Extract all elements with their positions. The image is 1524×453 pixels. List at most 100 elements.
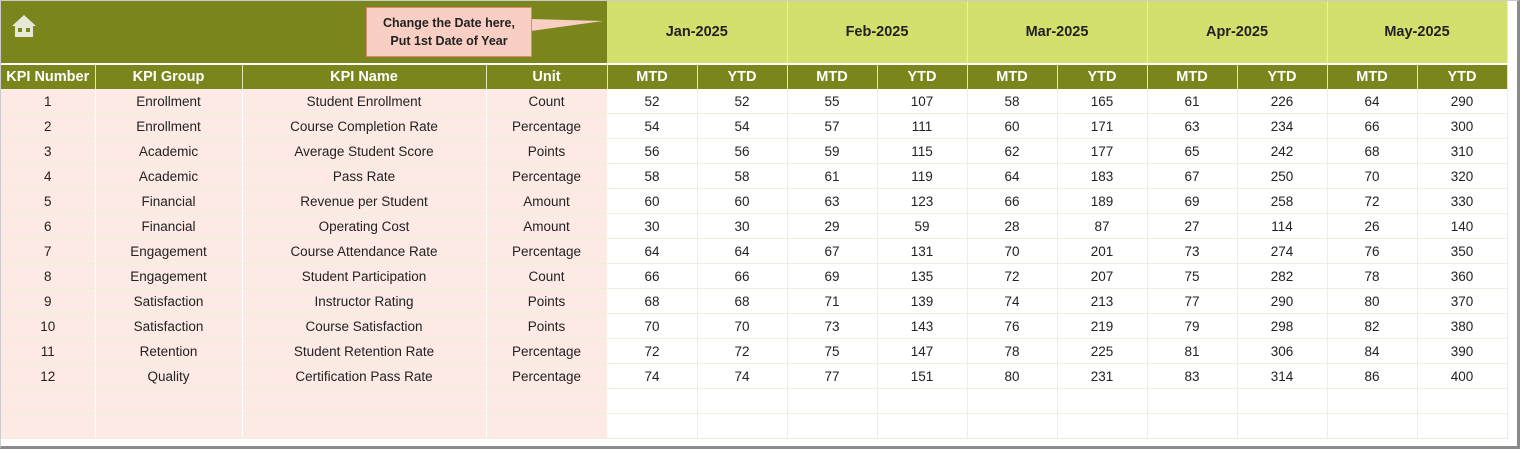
cell-value[interactable]: 370	[1417, 288, 1508, 314]
cell-value[interactable]: 65	[1147, 138, 1238, 164]
cell-value[interactable]: 54	[607, 113, 698, 139]
cell-value[interactable]: 81	[1147, 338, 1238, 364]
cell-value[interactable]: 314	[1237, 363, 1328, 389]
cell-value[interactable]: 63	[1147, 113, 1238, 139]
cell-value[interactable]: 60	[967, 113, 1058, 139]
cell-unit[interactable]: Count	[486, 263, 608, 289]
cell-value[interactable]: 28	[967, 213, 1058, 239]
cell-value[interactable]: 61	[787, 163, 878, 189]
cell-value[interactable]: 58	[607, 163, 698, 189]
cell-group[interactable]: Academic	[95, 138, 243, 164]
empty-cell[interactable]	[1, 388, 96, 414]
cell-value[interactable]: 131	[877, 238, 968, 264]
cell-value[interactable]: 86	[1327, 363, 1418, 389]
cell-value[interactable]: 60	[697, 188, 788, 214]
cell-group[interactable]: Satisfaction	[95, 288, 243, 314]
month-jan[interactable]: Jan-2025	[607, 1, 788, 64]
cell-num[interactable]: 1	[1, 89, 96, 114]
cell-value[interactable]: 310	[1417, 138, 1508, 164]
cell-value[interactable]: 380	[1417, 313, 1508, 339]
cell-value[interactable]: 115	[877, 138, 968, 164]
cell-value[interactable]: 258	[1237, 188, 1328, 214]
empty-cell[interactable]	[967, 413, 1058, 439]
cell-value[interactable]: 76	[967, 313, 1058, 339]
cell-value[interactable]: 60	[607, 188, 698, 214]
cell-num[interactable]: 6	[1, 213, 96, 239]
cell-group[interactable]: Enrollment	[95, 113, 243, 139]
cell-value[interactable]: 72	[967, 263, 1058, 289]
cell-value[interactable]: 74	[607, 363, 698, 389]
cell-value[interactable]: 75	[1147, 263, 1238, 289]
cell-num[interactable]: 11	[1, 338, 96, 364]
cell-value[interactable]: 111	[877, 113, 968, 139]
cell-value[interactable]: 360	[1417, 263, 1508, 289]
cell-value[interactable]: 67	[1147, 163, 1238, 189]
cell-value[interactable]: 66	[697, 263, 788, 289]
cell-value[interactable]: 83	[1147, 363, 1238, 389]
cell-value[interactable]: 400	[1417, 363, 1508, 389]
empty-cell[interactable]	[95, 413, 243, 439]
cell-unit[interactable]: Percentage	[486, 363, 608, 389]
cell-value[interactable]: 69	[787, 263, 878, 289]
cell-group[interactable]: Engagement	[95, 238, 243, 264]
cell-value[interactable]: 61	[1147, 89, 1238, 114]
cell-num[interactable]: 8	[1, 263, 96, 289]
cell-value[interactable]: 54	[697, 113, 788, 139]
cell-value[interactable]: 64	[1327, 89, 1418, 114]
cell-name[interactable]: Certification Pass Rate	[242, 363, 487, 389]
cell-value[interactable]: 30	[697, 213, 788, 239]
cell-num[interactable]: 10	[1, 313, 96, 339]
empty-cell[interactable]	[877, 388, 968, 414]
empty-cell[interactable]	[1237, 388, 1328, 414]
cell-value[interactable]: 274	[1237, 238, 1328, 264]
cell-value[interactable]: 67	[787, 238, 878, 264]
cell-num[interactable]: 3	[1, 138, 96, 164]
cell-value[interactable]: 226	[1237, 89, 1328, 114]
cell-num[interactable]: 4	[1, 163, 96, 189]
empty-cell[interactable]	[1237, 413, 1328, 439]
cell-value[interactable]: 71	[787, 288, 878, 314]
empty-cell[interactable]	[242, 413, 487, 439]
cell-num[interactable]: 12	[1, 363, 96, 389]
cell-value[interactable]: 75	[787, 338, 878, 364]
cell-num[interactable]: 7	[1, 238, 96, 264]
empty-cell[interactable]	[607, 388, 698, 414]
cell-value[interactable]: 70	[607, 313, 698, 339]
cell-value[interactable]: 56	[607, 138, 698, 164]
cell-value[interactable]: 73	[787, 313, 878, 339]
cell-value[interactable]: 139	[877, 288, 968, 314]
cell-value[interactable]: 76	[1327, 238, 1418, 264]
cell-value[interactable]: 82	[1327, 313, 1418, 339]
cell-group[interactable]: Satisfaction	[95, 313, 243, 339]
cell-unit[interactable]: Points	[486, 288, 608, 314]
cell-value[interactable]: 58	[697, 163, 788, 189]
cell-name[interactable]: Pass Rate	[242, 163, 487, 189]
cell-value[interactable]: 177	[1057, 138, 1148, 164]
cell-value[interactable]: 390	[1417, 338, 1508, 364]
cell-value[interactable]: 298	[1237, 313, 1328, 339]
cell-name[interactable]: Average Student Score	[242, 138, 487, 164]
cell-unit[interactable]: Percentage	[486, 238, 608, 264]
cell-value[interactable]: 143	[877, 313, 968, 339]
cell-value[interactable]: 77	[1147, 288, 1238, 314]
cell-value[interactable]: 114	[1237, 213, 1328, 239]
cell-value[interactable]: 290	[1417, 89, 1508, 114]
cell-value[interactable]: 74	[967, 288, 1058, 314]
cell-value[interactable]: 74	[697, 363, 788, 389]
cell-value[interactable]: 30	[607, 213, 698, 239]
cell-value[interactable]: 107	[877, 89, 968, 114]
cell-value[interactable]: 231	[1057, 363, 1148, 389]
cell-value[interactable]: 66	[967, 188, 1058, 214]
cell-unit[interactable]: Count	[486, 89, 608, 114]
cell-name[interactable]: Operating Cost	[242, 213, 487, 239]
empty-cell[interactable]	[1147, 388, 1238, 414]
cell-value[interactable]: 78	[1327, 263, 1418, 289]
cell-value[interactable]: 29	[787, 213, 878, 239]
cell-value[interactable]: 64	[607, 238, 698, 264]
cell-value[interactable]: 68	[607, 288, 698, 314]
empty-cell[interactable]	[95, 388, 243, 414]
cell-value[interactable]: 234	[1237, 113, 1328, 139]
cell-group[interactable]: Retention	[95, 338, 243, 364]
empty-cell[interactable]	[1057, 388, 1148, 414]
cell-group[interactable]: Financial	[95, 188, 243, 214]
